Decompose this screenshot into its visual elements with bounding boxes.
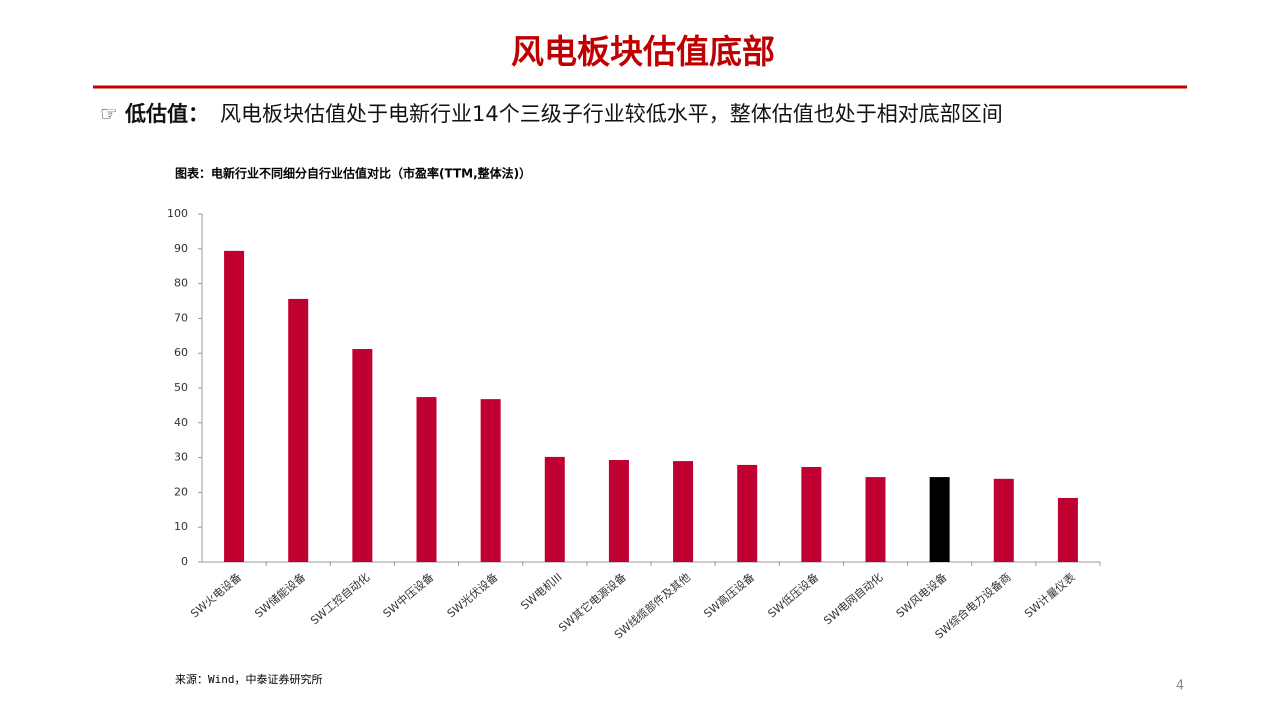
- bar: [737, 464, 758, 562]
- bar: [865, 477, 886, 562]
- bar: [1057, 497, 1078, 562]
- bar: [224, 250, 245, 562]
- y-tick-label: 10: [174, 520, 188, 533]
- bar: [929, 477, 950, 562]
- y-tick-label: 100: [167, 207, 188, 220]
- chart-title: 图表：电新行业不同细分自行业估值对比（市盈率(TTM,整体法)）: [175, 166, 531, 181]
- x-tick-label: SW储能设备: [252, 570, 308, 620]
- bar: [352, 349, 373, 562]
- x-tick-label: SW风电设备: [893, 570, 949, 620]
- bar: [993, 478, 1014, 562]
- y-tick-label: 0: [181, 555, 188, 568]
- y-tick-label: 20: [174, 485, 188, 498]
- y-tick-label: 40: [174, 416, 188, 429]
- y-tick-label: 70: [174, 311, 188, 324]
- page-number: 4: [1176, 679, 1184, 694]
- y-tick-label: 50: [174, 381, 188, 394]
- x-tick-label: SW工控自动化: [307, 570, 372, 628]
- y-tick-label: 80: [174, 277, 188, 290]
- x-tick-label: SW火电设备: [188, 570, 244, 620]
- source: 来源：Wind，中泰证券研究所: [175, 672, 323, 686]
- x-tick-label: SW中压设备: [380, 570, 436, 620]
- x-tick-label: SW计量仪表: [1021, 570, 1077, 620]
- bar: [673, 461, 694, 562]
- y-tick-label: 90: [174, 242, 188, 255]
- x-tick-label: SW电网自动化: [821, 570, 886, 628]
- bar: [608, 460, 629, 562]
- x-tick-label: SW其它电源设备: [556, 570, 629, 635]
- bullet-text: 风电板块估值处于电新行业14个三级子行业较低水平，整体估值也处于相对底部区间: [220, 102, 1003, 126]
- bar: [288, 298, 309, 562]
- bar: [801, 466, 822, 562]
- bar: [416, 397, 437, 562]
- y-tick-label: 30: [174, 451, 188, 464]
- x-tick-label: SW高压设备: [701, 570, 757, 620]
- bar: [480, 399, 501, 562]
- bullet-label: 低估值：: [124, 102, 209, 126]
- bar: [544, 456, 565, 562]
- y-tick-label: 60: [174, 346, 188, 359]
- bullet-icon: ☞: [100, 102, 118, 126]
- x-tick-label: SW低压设备: [765, 570, 821, 620]
- slide-title: 风电板块估值底部: [511, 32, 775, 71]
- x-tick-label: SW电机III: [518, 570, 565, 613]
- x-tick-label: SW光伏设备: [444, 570, 500, 620]
